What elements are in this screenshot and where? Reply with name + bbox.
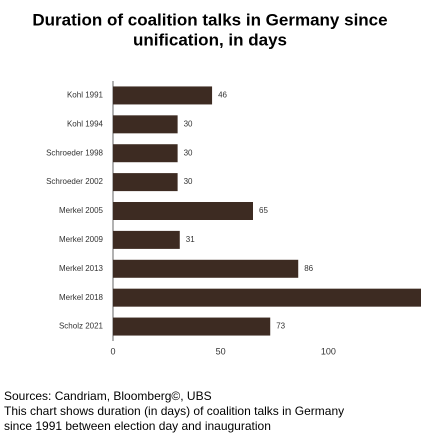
bar (113, 115, 178, 134)
x-tick-label: 100 (321, 346, 336, 356)
source: Sources: Candriam, Bloomberg©, UBS (4, 389, 212, 403)
x-tick-label: 50 (216, 346, 226, 356)
bar (113, 317, 271, 336)
chart-title: Duration of coalition talks in Germany s… (32, 10, 387, 29)
value-label: 86 (304, 264, 313, 273)
chart-title: unification, in days (133, 30, 287, 49)
bar (113, 202, 253, 220)
y-tick-label: Merkel 2013 (59, 264, 104, 273)
y-tick-label: Schroeder 1998 (46, 148, 103, 157)
bar (113, 144, 178, 163)
y-tick-label: Merkel 2018 (59, 293, 104, 302)
value-label: 65 (259, 206, 268, 215)
value-label: 31 (186, 235, 195, 244)
value-label: 73 (276, 322, 285, 331)
x-tick-label: 0 (110, 346, 115, 356)
bar (113, 86, 213, 105)
y-tick-label: Merkel 2009 (59, 235, 104, 244)
note: since 1991 between election day and inau… (4, 419, 271, 433)
value-label: 46 (218, 91, 227, 100)
bar (113, 230, 180, 249)
bar (113, 288, 421, 307)
value-label: 30 (184, 177, 193, 186)
bar (113, 173, 178, 192)
y-tick-label: Scholz 2021 (59, 322, 104, 331)
y-tick-label: Kohl 1991 (67, 91, 104, 100)
y-tick-label: Kohl 1994 (67, 119, 104, 128)
y-tick-label: Schroeder 2002 (46, 177, 103, 186)
bar (113, 259, 299, 278)
value-label: 30 (184, 148, 193, 157)
value-label: 30 (184, 119, 193, 128)
note: This chart shows duration (in days) of c… (4, 404, 344, 418)
y-tick-label: Merkel 2005 (59, 206, 104, 215)
